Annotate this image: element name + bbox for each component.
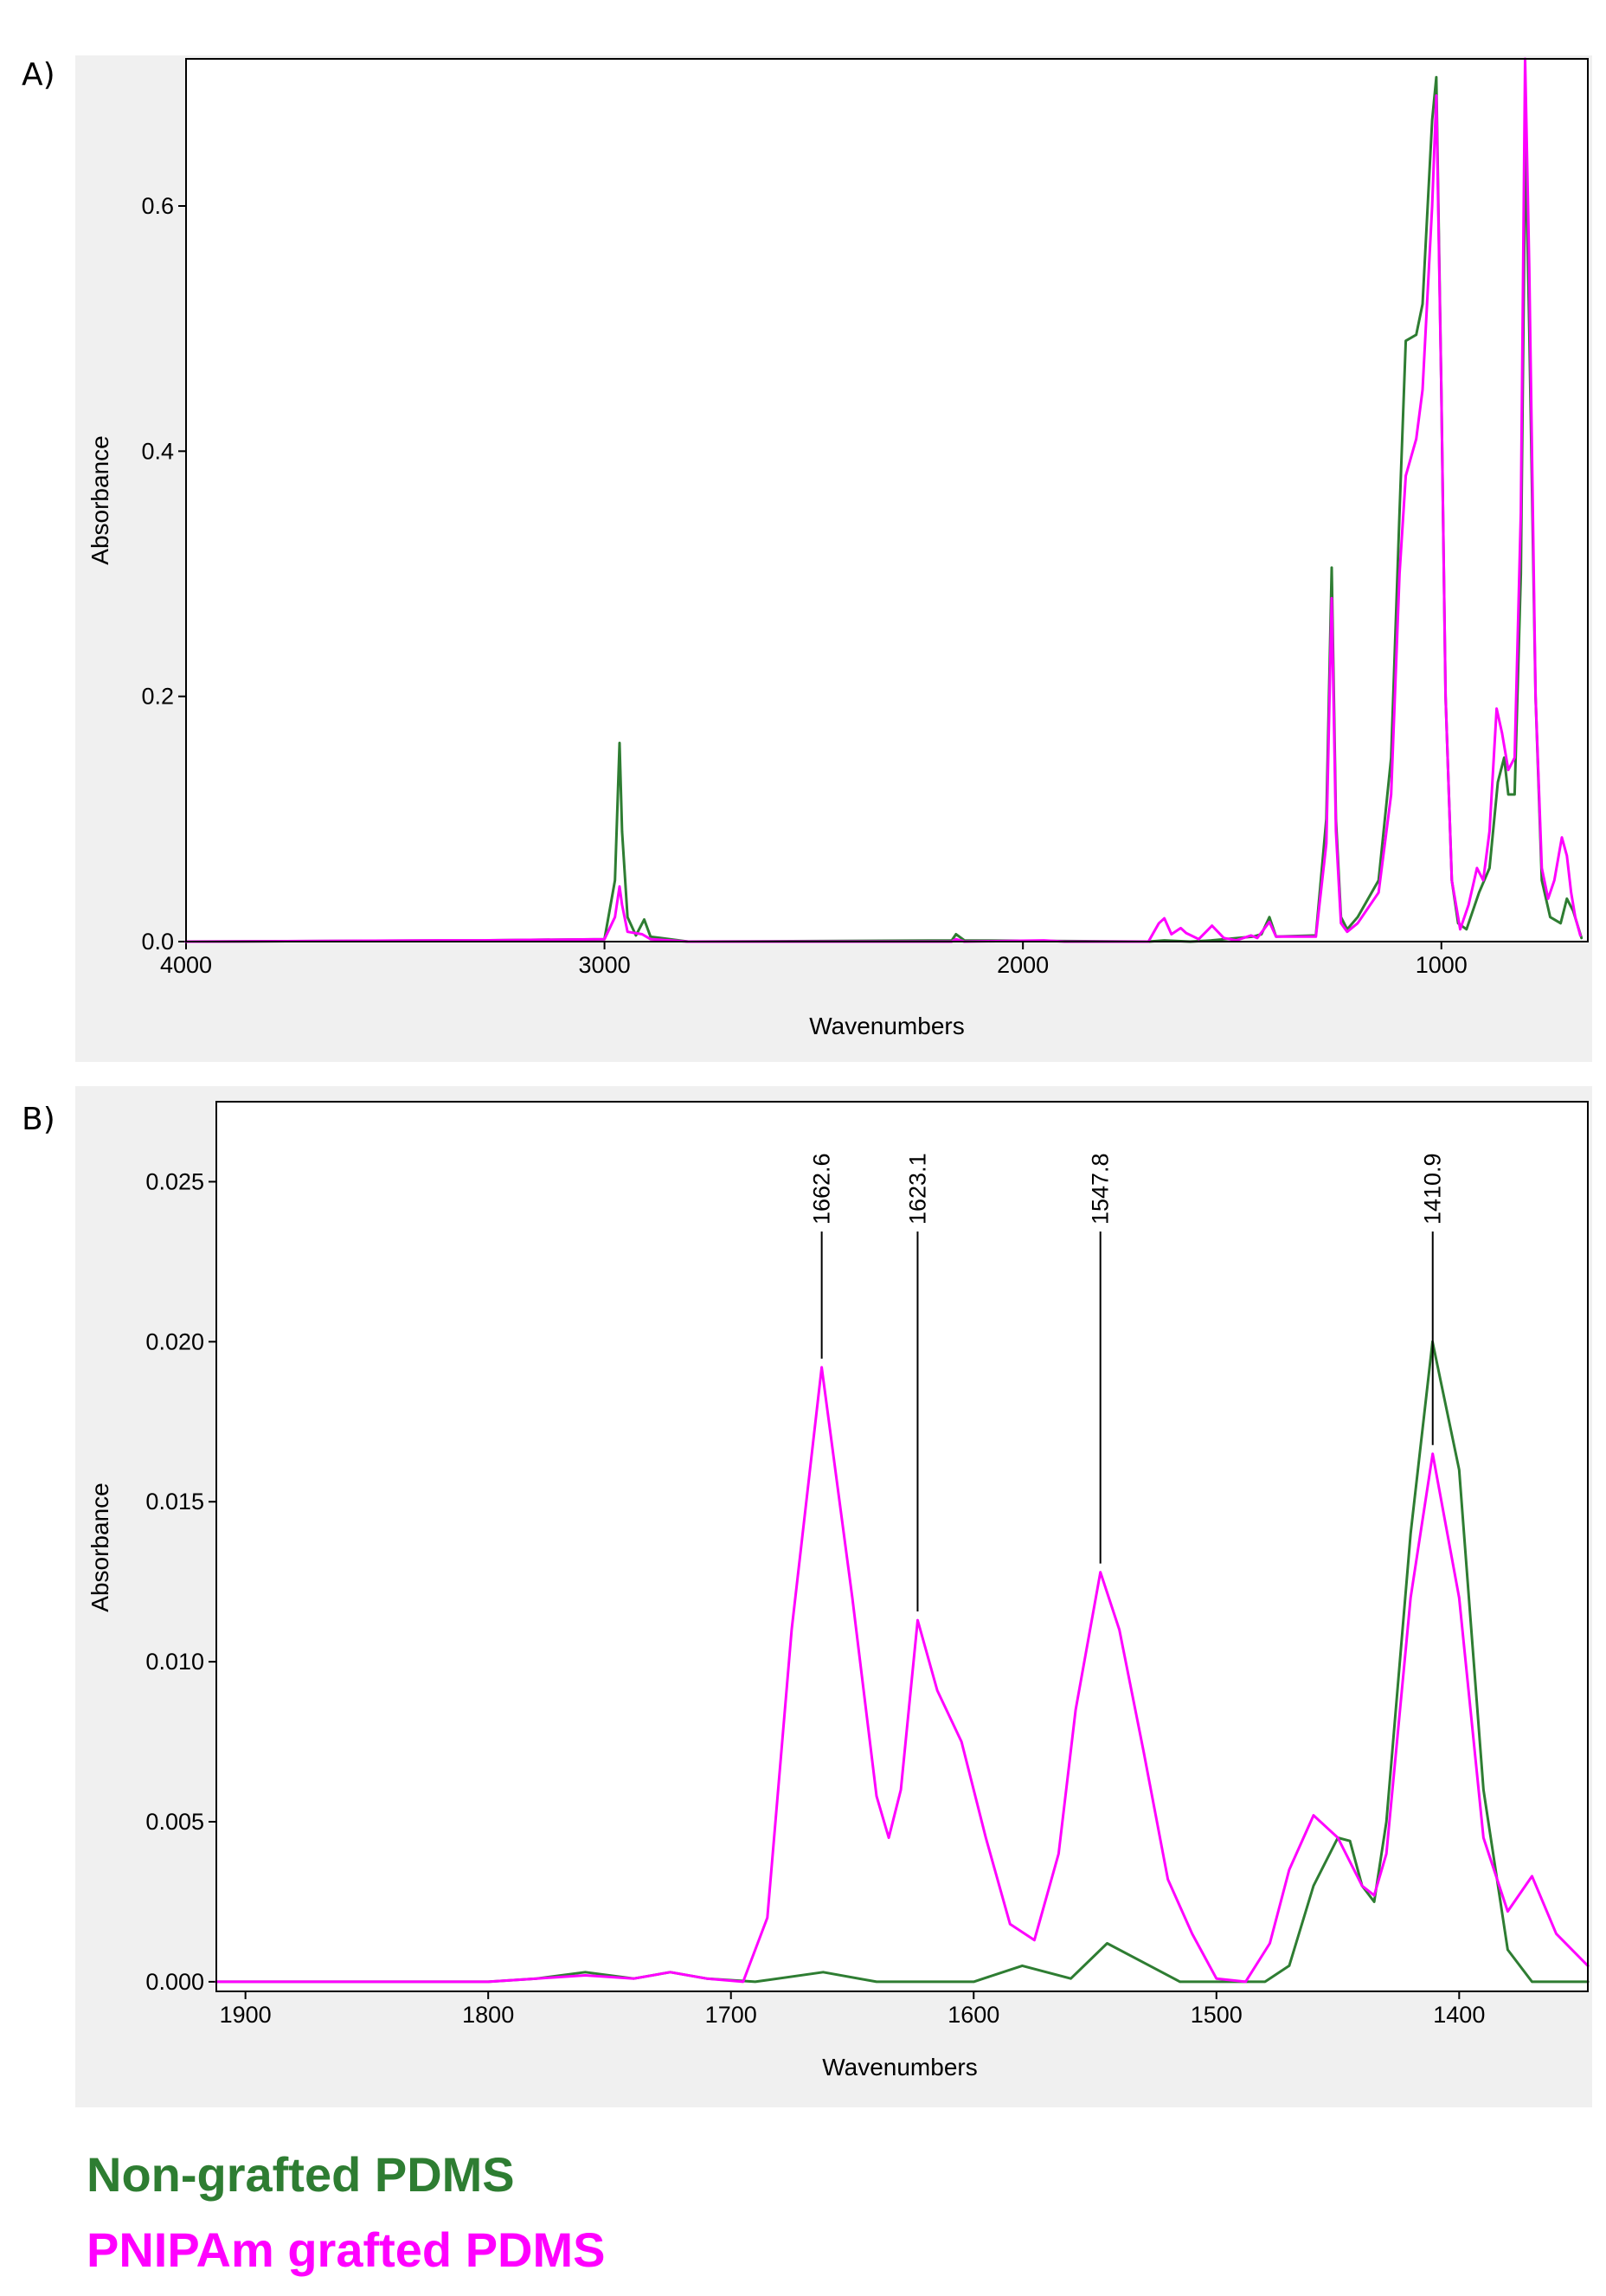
panel-a-x-tick-label: 1000 xyxy=(1416,952,1468,978)
panel-b: B) 1900 1800 1700 1600 1500 1400 0.000 0.005 0.0… xyxy=(22,1086,1592,2107)
panel-b-y-tick-label: 0.025 xyxy=(145,1168,204,1194)
panel-a-y-tick-label: 0.4 xyxy=(141,438,174,464)
panel-b-x-axis-label: Wavenumbers xyxy=(822,2054,977,2081)
panel-b-plot-area xyxy=(216,1102,1588,1991)
panel-a-x-tick-label: 3000 xyxy=(579,952,631,978)
panel-a-ticks: 4000 3000 2000 1000 0.0 0.2 0.4 0.6 xyxy=(141,193,1467,978)
panel-a-y-tick-label: 0.2 xyxy=(141,684,174,710)
panel-b-y-tick-label: 0.015 xyxy=(145,1489,204,1515)
peak-annotation-label: 1547.8 xyxy=(1088,1153,1114,1225)
panel-b-ticks: 1900 1800 1700 1600 1500 1400 0.000 0.005 0.010 0… xyxy=(145,1168,1485,2028)
panel-b-y-axis-label: Absorbance xyxy=(87,1482,113,1611)
panel-b-y-tick-label: 0.000 xyxy=(145,1969,204,1995)
panel-a-x-axis-label: Wavenumbers xyxy=(809,1013,964,1039)
peak-annotation-label: 1410.9 xyxy=(1420,1153,1446,1225)
panel-a-plot-area xyxy=(186,59,1588,942)
peak-annotation-label: 1623.1 xyxy=(904,1153,930,1225)
panel-b-x-tick-label: 1900 xyxy=(220,2002,272,2028)
legend-grafted: PNIPAm grafted PDMS xyxy=(87,2222,606,2277)
panel-a-x-tick-label: 2000 xyxy=(997,952,1049,978)
panel-b-x-tick-label: 1500 xyxy=(1191,2002,1243,2028)
panel-b-peak-annotations: 1662.6 1623.1 1547.8 1410.9 xyxy=(809,1153,1446,1612)
panel-a-x-tick-label: 4000 xyxy=(160,952,212,978)
panel-b-y-tick-label: 0.010 xyxy=(145,1649,204,1675)
panel-a-y-axis-label: Absorbance xyxy=(87,435,113,564)
panel-b-series-grafted xyxy=(215,1366,1590,1984)
panel-a-y-tick-label: 0.0 xyxy=(141,929,174,955)
panel-b-x-tick-label: 1600 xyxy=(948,2002,999,2028)
peak-annotation-label: 1662.6 xyxy=(809,1153,835,1225)
panel-b-y-tick-label: 0.005 xyxy=(145,1809,204,1835)
panel-b-x-tick-label: 1800 xyxy=(462,2002,514,2028)
panel-a-label: A) xyxy=(22,57,55,93)
panel-a: A) 4000 3000 2000 1000 0.0 0.2 0.4 0.6 Wavenumb… xyxy=(22,55,1592,1062)
panel-b-frame xyxy=(215,1101,1589,1992)
panel-b-label: B) xyxy=(22,1102,55,1137)
panel-b-y-tick-label: 0.020 xyxy=(145,1328,204,1354)
panel-a-y-tick-label: 0.6 xyxy=(141,193,174,219)
panel-b-x-tick-label: 1700 xyxy=(705,2002,757,2028)
panel-b-x-tick-label: 1400 xyxy=(1433,2002,1485,2028)
panel-a-frame xyxy=(185,58,1589,942)
legend-non-grafted: Non-grafted PDMS xyxy=(87,2147,515,2202)
